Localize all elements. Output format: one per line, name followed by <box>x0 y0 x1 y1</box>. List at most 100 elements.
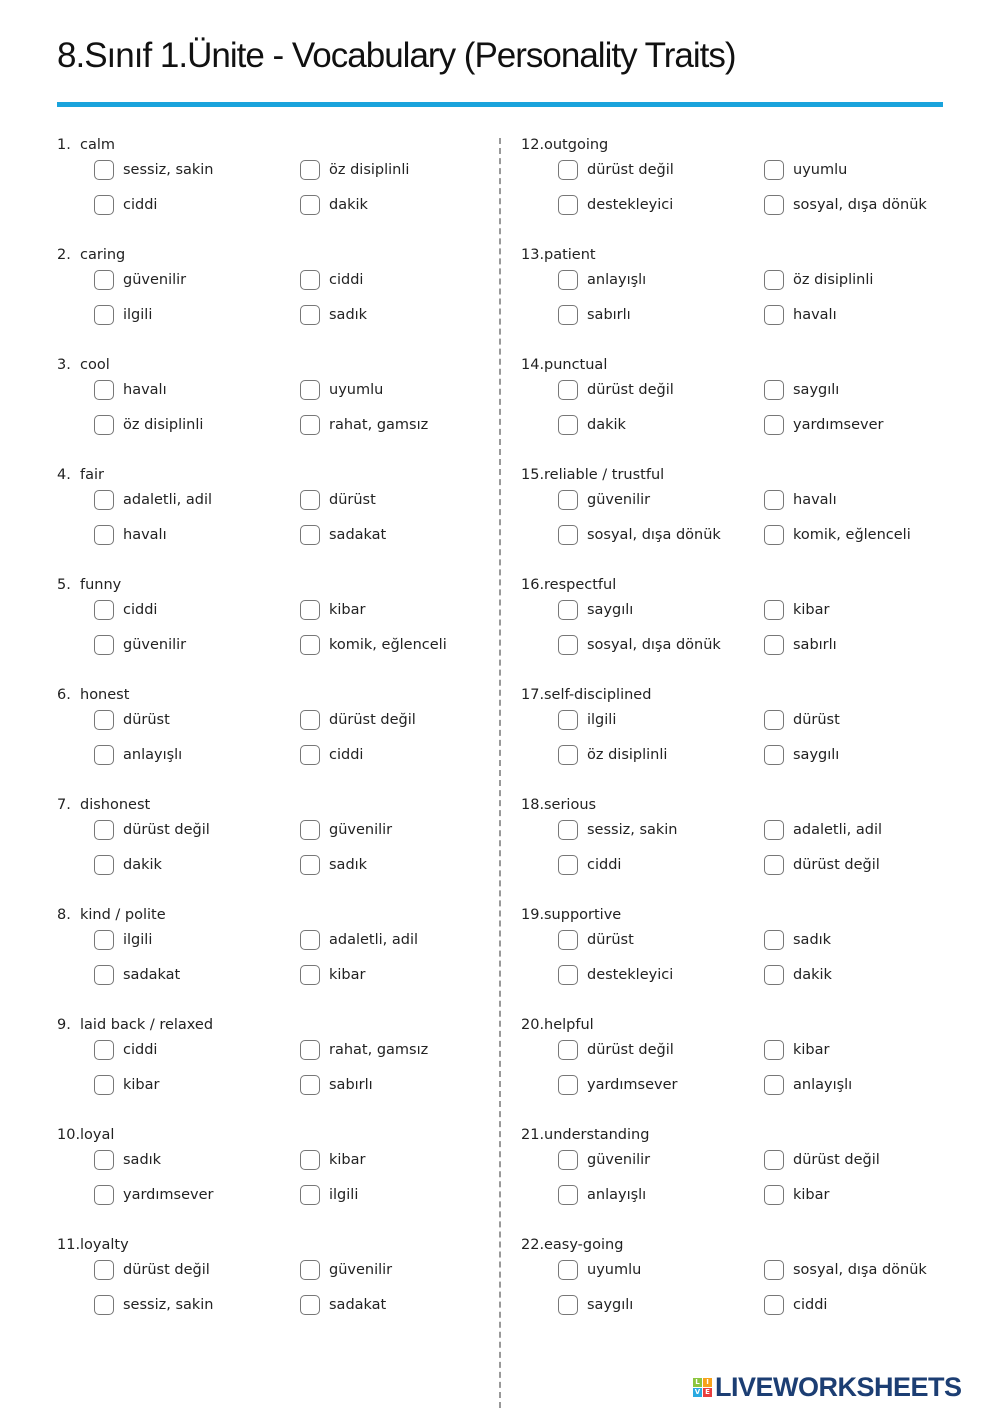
option-checkbox[interactable]: güvenilir <box>558 488 764 512</box>
checkbox-icon[interactable] <box>558 490 578 510</box>
option-checkbox[interactable]: adaletli, adil <box>300 928 506 952</box>
checkbox-icon[interactable] <box>94 635 114 655</box>
option-checkbox[interactable]: sadık <box>94 1148 300 1172</box>
checkbox-icon[interactable] <box>300 380 320 400</box>
checkbox-icon[interactable] <box>764 930 784 950</box>
option-checkbox[interactable]: havalı <box>764 303 970 327</box>
option-checkbox[interactable]: güvenilir <box>94 268 300 292</box>
option-checkbox[interactable]: sessiz, sakin <box>558 818 764 842</box>
option-checkbox[interactable]: sosyal, dışa dönük <box>558 523 764 547</box>
option-checkbox[interactable]: güvenilir <box>300 818 506 842</box>
option-checkbox[interactable]: öz disiplinli <box>300 158 506 182</box>
checkbox-icon[interactable] <box>300 490 320 510</box>
checkbox-icon[interactable] <box>300 855 320 875</box>
checkbox-icon[interactable] <box>558 600 578 620</box>
checkbox-icon[interactable] <box>94 270 114 290</box>
option-checkbox[interactable]: kibar <box>764 1038 970 1062</box>
checkbox-icon[interactable] <box>300 305 320 325</box>
checkbox-icon[interactable] <box>558 930 578 950</box>
option-checkbox[interactable]: sosyal, dışa dönük <box>764 1258 970 1282</box>
option-checkbox[interactable]: sabırlı <box>558 303 764 327</box>
option-checkbox[interactable]: dürüst değil <box>300 708 506 732</box>
checkbox-icon[interactable] <box>764 270 784 290</box>
checkbox-icon[interactable] <box>764 195 784 215</box>
checkbox-icon[interactable] <box>558 820 578 840</box>
option-checkbox[interactable]: saygılı <box>558 598 764 622</box>
option-checkbox[interactable]: dürüst değil <box>764 1148 970 1172</box>
checkbox-icon[interactable] <box>300 525 320 545</box>
checkbox-icon[interactable] <box>94 600 114 620</box>
option-checkbox[interactable]: anlayışlı <box>558 268 764 292</box>
checkbox-icon[interactable] <box>300 1260 320 1280</box>
option-checkbox[interactable]: dürüst <box>764 708 970 732</box>
option-checkbox[interactable]: ciddi <box>300 268 506 292</box>
checkbox-icon[interactable] <box>94 1075 114 1095</box>
option-checkbox[interactable]: güvenilir <box>558 1148 764 1172</box>
option-checkbox[interactable]: uyumlu <box>764 158 970 182</box>
option-checkbox[interactable]: sabırlı <box>764 633 970 657</box>
checkbox-icon[interactable] <box>94 490 114 510</box>
option-checkbox[interactable]: uyumlu <box>558 1258 764 1282</box>
checkbox-icon[interactable] <box>94 1295 114 1315</box>
checkbox-icon[interactable] <box>764 745 784 765</box>
checkbox-icon[interactable] <box>558 965 578 985</box>
option-checkbox[interactable]: kibar <box>764 598 970 622</box>
checkbox-icon[interactable] <box>764 160 784 180</box>
checkbox-icon[interactable] <box>764 1040 784 1060</box>
checkbox-icon[interactable] <box>300 965 320 985</box>
checkbox-icon[interactable] <box>558 855 578 875</box>
option-checkbox[interactable]: dürüst değil <box>558 378 764 402</box>
option-checkbox[interactable]: dürüst değil <box>94 1258 300 1282</box>
option-checkbox[interactable]: öz disiplinli <box>94 413 300 437</box>
checkbox-icon[interactable] <box>300 415 320 435</box>
option-checkbox[interactable]: öz disiplinli <box>558 743 764 767</box>
checkbox-icon[interactable] <box>764 415 784 435</box>
option-checkbox[interactable]: ciddi <box>94 598 300 622</box>
checkbox-icon[interactable] <box>558 1150 578 1170</box>
option-checkbox[interactable]: öz disiplinli <box>764 268 970 292</box>
checkbox-icon[interactable] <box>94 745 114 765</box>
option-checkbox[interactable]: dürüst değil <box>558 1038 764 1062</box>
option-checkbox[interactable]: dakik <box>558 413 764 437</box>
option-checkbox[interactable]: destekleyici <box>558 193 764 217</box>
checkbox-icon[interactable] <box>300 710 320 730</box>
option-checkbox[interactable]: ciddi <box>300 743 506 767</box>
option-checkbox[interactable]: havalı <box>94 523 300 547</box>
checkbox-icon[interactable] <box>558 1260 578 1280</box>
option-checkbox[interactable]: sadakat <box>94 963 300 987</box>
checkbox-icon[interactable] <box>94 1185 114 1205</box>
option-checkbox[interactable]: ilgili <box>558 708 764 732</box>
option-checkbox[interactable]: dürüst değil <box>558 158 764 182</box>
option-checkbox[interactable]: anlayışlı <box>764 1073 970 1097</box>
option-checkbox[interactable]: komik, eğlenceli <box>300 633 506 657</box>
option-checkbox[interactable]: havalı <box>94 378 300 402</box>
option-checkbox[interactable]: kibar <box>300 1148 506 1172</box>
checkbox-icon[interactable] <box>764 490 784 510</box>
option-checkbox[interactable]: sosyal, dışa dönük <box>764 193 970 217</box>
checkbox-icon[interactable] <box>94 820 114 840</box>
checkbox-icon[interactable] <box>300 820 320 840</box>
option-checkbox[interactable]: güvenilir <box>94 633 300 657</box>
option-checkbox[interactable]: ciddi <box>94 193 300 217</box>
checkbox-icon[interactable] <box>94 710 114 730</box>
checkbox-icon[interactable] <box>764 1185 784 1205</box>
option-checkbox[interactable]: anlayışlı <box>94 743 300 767</box>
checkbox-icon[interactable] <box>558 195 578 215</box>
option-checkbox[interactable]: yardımsever <box>558 1073 764 1097</box>
checkbox-icon[interactable] <box>94 305 114 325</box>
option-checkbox[interactable]: ciddi <box>558 853 764 877</box>
option-checkbox[interactable]: saygılı <box>558 1293 764 1317</box>
option-checkbox[interactable]: kibar <box>300 963 506 987</box>
checkbox-icon[interactable] <box>764 525 784 545</box>
option-checkbox[interactable]: uyumlu <box>300 378 506 402</box>
checkbox-icon[interactable] <box>300 270 320 290</box>
checkbox-icon[interactable] <box>94 1260 114 1280</box>
checkbox-icon[interactable] <box>764 1260 784 1280</box>
checkbox-icon[interactable] <box>94 525 114 545</box>
option-checkbox[interactable]: dakik <box>94 853 300 877</box>
option-checkbox[interactable]: sadık <box>764 928 970 952</box>
checkbox-icon[interactable] <box>558 745 578 765</box>
checkbox-icon[interactable] <box>558 305 578 325</box>
option-checkbox[interactable]: kibar <box>764 1183 970 1207</box>
option-checkbox[interactable]: ciddi <box>94 1038 300 1062</box>
